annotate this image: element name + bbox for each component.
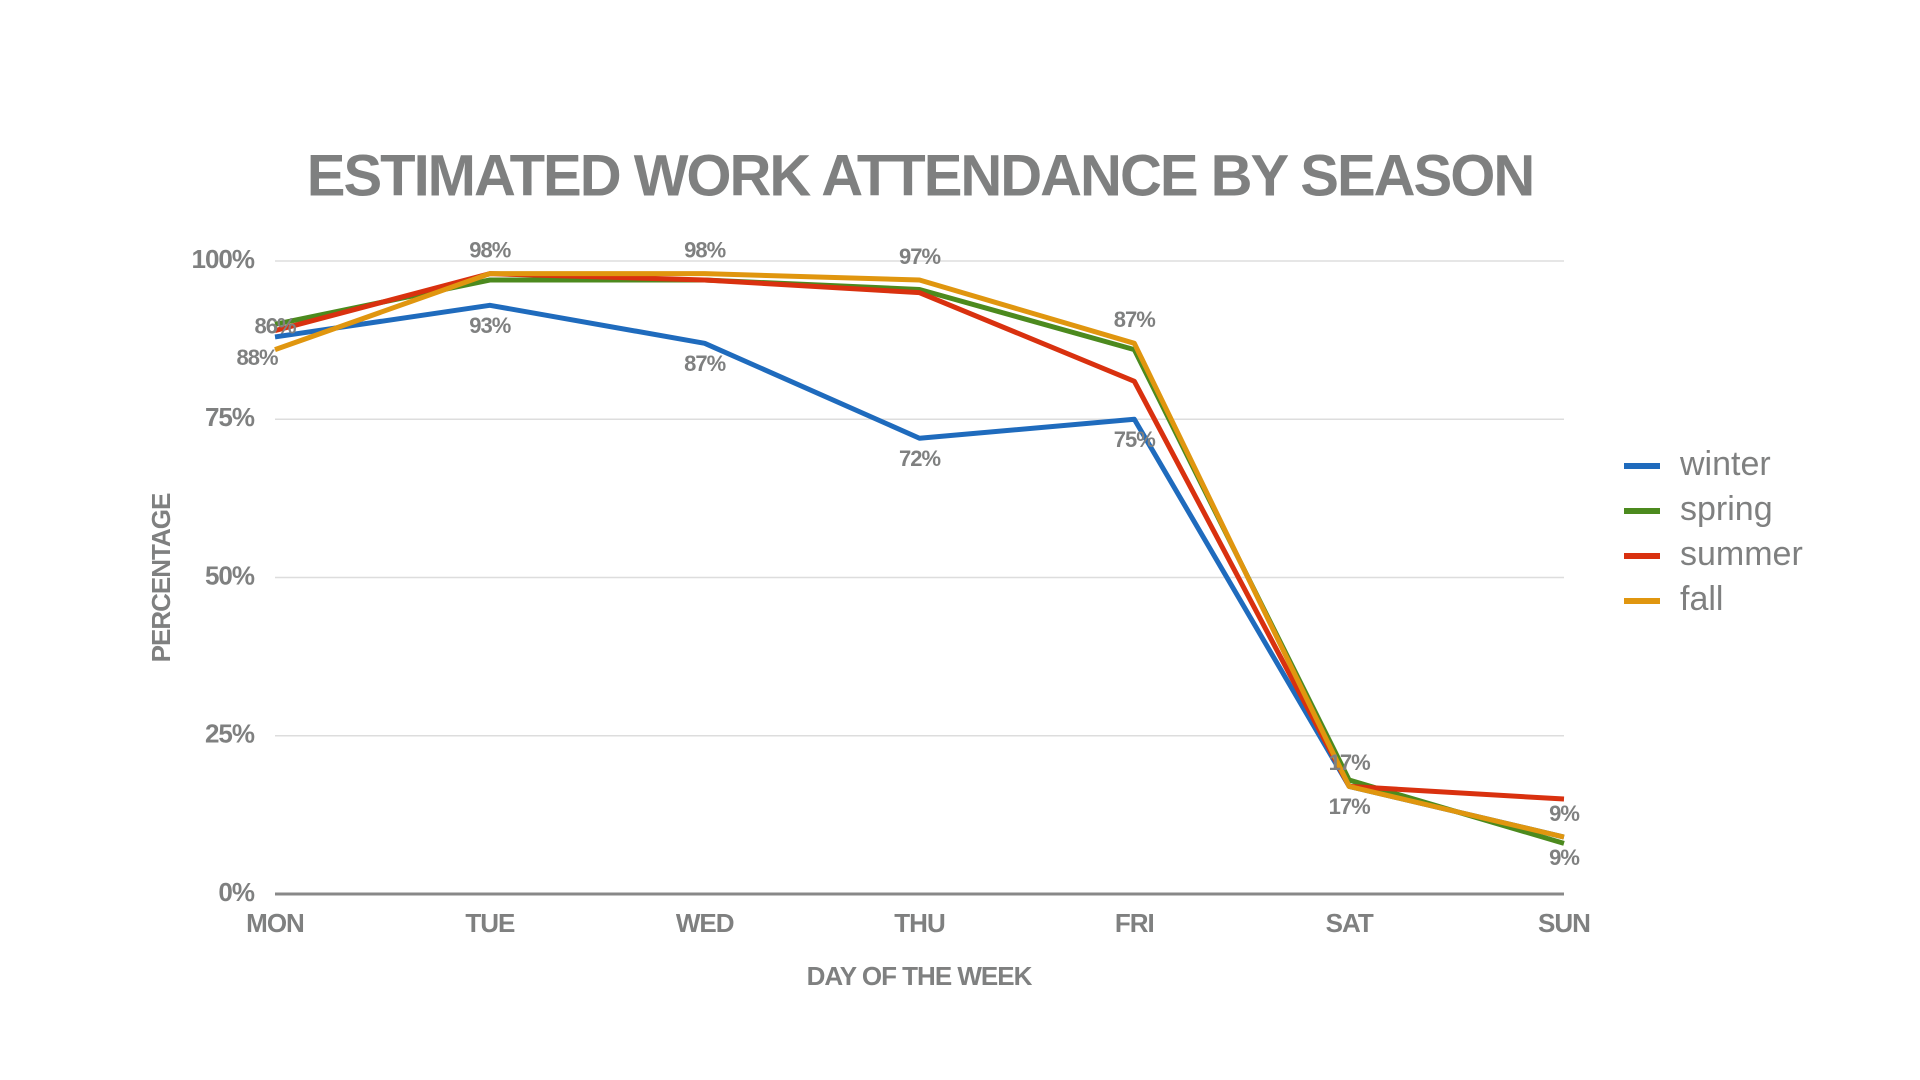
data-label: 86% <box>254 313 295 338</box>
series-line <box>274 271 1565 802</box>
y-tick-label: 0% <box>218 877 254 907</box>
x-axis-label: DAY OF THE WEEK <box>807 961 1033 991</box>
legend-label: fall <box>1680 580 1723 618</box>
data-label: 93% <box>469 313 510 338</box>
x-tick-label: MON <box>246 908 304 938</box>
x-tick-label: WED <box>676 908 734 938</box>
x-tick-label: SAT <box>1326 908 1374 938</box>
data-label: 98% <box>469 237 510 262</box>
y-tick-label: 50% <box>205 560 255 590</box>
x-tick-label: TUE <box>465 908 515 938</box>
legend-label: summer <box>1680 535 1803 573</box>
legend-label: spring <box>1680 490 1773 528</box>
y-tick-label: 25% <box>205 719 255 749</box>
data-label: 9% <box>1549 845 1579 870</box>
data-label: 98% <box>684 237 725 262</box>
data-label: 87% <box>684 351 725 376</box>
series-line <box>274 271 1565 840</box>
chart-title: ESTIMATED WORK ATTENDANCE BY SEASON <box>307 143 1533 208</box>
data-label: 17% <box>1329 750 1370 775</box>
y-tick-label: 75% <box>205 402 255 432</box>
x-tick-label: SUN <box>1538 908 1590 938</box>
data-label: 97% <box>899 244 940 269</box>
series-line <box>274 302 1565 840</box>
y-tick-label: 100% <box>192 244 255 274</box>
data-label: 17% <box>1329 794 1370 819</box>
data-label: 88% <box>236 345 277 370</box>
data-label: 75% <box>1114 427 1155 452</box>
data-label: 87% <box>1114 307 1155 332</box>
data-label: 72% <box>899 446 940 471</box>
series-line <box>274 277 1565 846</box>
data-label: 9% <box>1549 801 1579 826</box>
x-tick-label: THU <box>894 908 945 938</box>
y-axis-label: PERCENTAGE <box>146 493 176 662</box>
legend-label: winter <box>1679 445 1771 483</box>
x-tick-label: FRI <box>1115 908 1154 938</box>
